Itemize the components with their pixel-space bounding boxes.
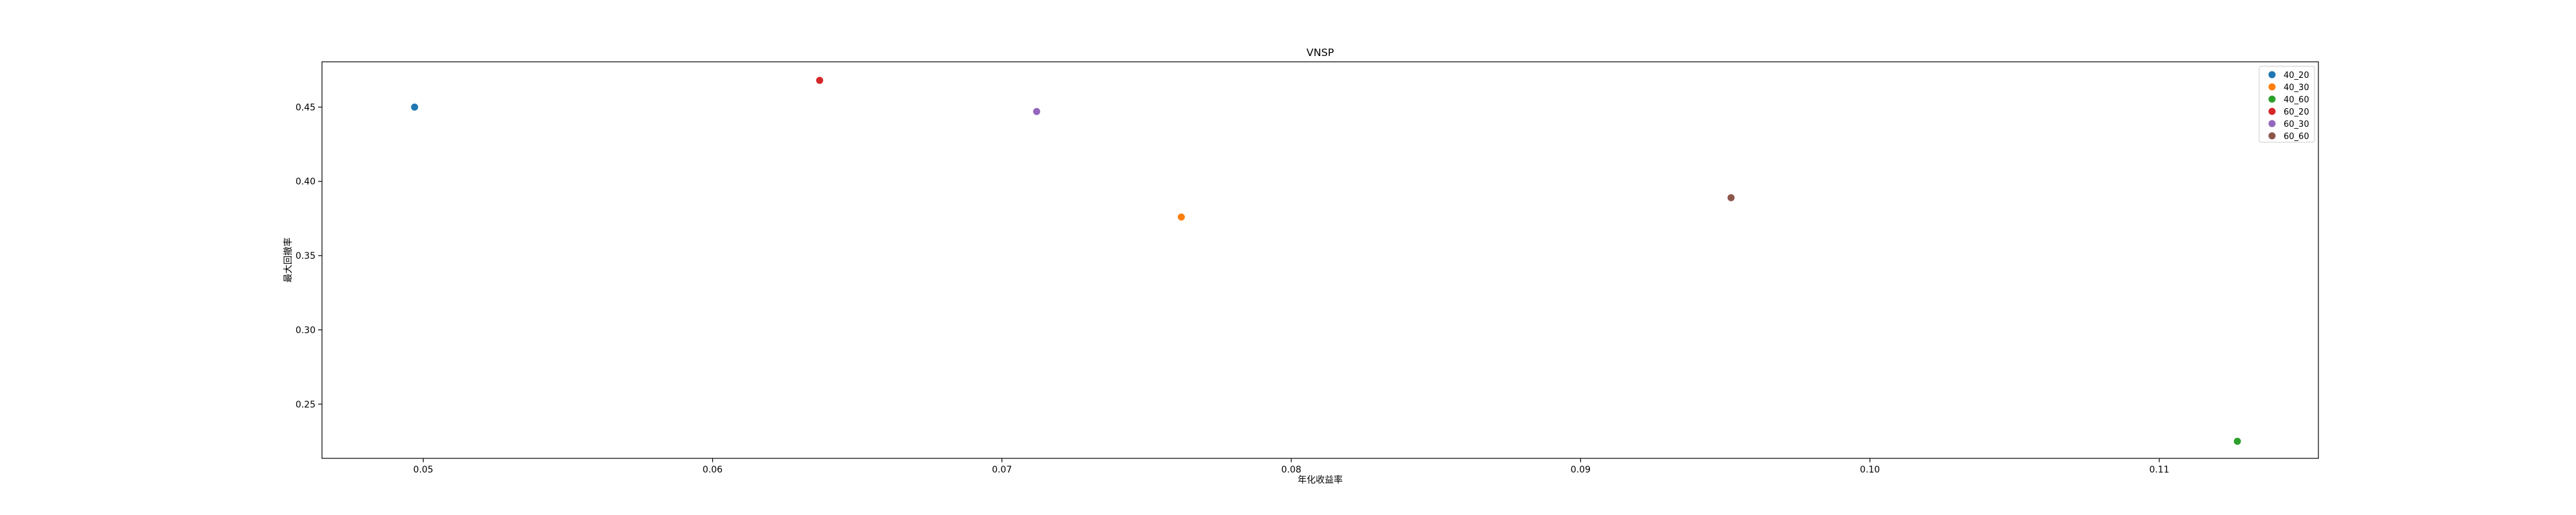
x-axis-ticks: 0.05 0.06 0.07 0.08 0.09 0.10 0.11	[413, 458, 2169, 475]
x-tick-label: 0.07	[992, 465, 1012, 475]
legend-marker-60_20	[2268, 108, 2276, 115]
y-tick-label: 0.45	[296, 102, 316, 113]
legend: 40_20 40_30 40_60 60_20 60_30 60_60	[2259, 66, 2315, 143]
data-points	[411, 77, 2241, 445]
legend-marker-40_30	[2268, 83, 2276, 91]
data-point-40_30	[1177, 213, 1185, 221]
y-tick-label: 0.35	[296, 251, 316, 261]
legend-marker-40_20	[2268, 71, 2276, 79]
data-point-60_30	[1033, 108, 1041, 115]
x-tick-label: 0.09	[1571, 465, 1591, 475]
x-tick-label: 0.05	[413, 465, 433, 475]
y-axis-label: 最大回撤率	[283, 238, 294, 283]
x-tick-label: 0.06	[703, 465, 723, 475]
legend-marker-60_60	[2268, 132, 2276, 140]
legend-label-40_60: 40_60	[2284, 95, 2309, 105]
y-tick-label: 0.40	[296, 177, 316, 187]
legend-label-40_20: 40_20	[2284, 71, 2309, 80]
data-point-40_20	[411, 103, 419, 111]
x-tick-label: 0.10	[1860, 465, 1880, 475]
x-tick-label: 0.08	[1281, 465, 1301, 475]
data-point-40_60	[2233, 437, 2241, 445]
data-point-60_60	[1727, 194, 1735, 201]
data-point-60_20	[816, 77, 824, 84]
y-tick-label: 0.30	[296, 325, 316, 335]
legend-label-60_60: 60_60	[2284, 132, 2309, 142]
legend-label-40_30: 40_30	[2284, 83, 2309, 93]
legend-label-60_20: 60_20	[2284, 108, 2309, 117]
legend-marker-40_60	[2268, 95, 2276, 103]
chart-title: VNSP	[1307, 46, 1334, 59]
x-axis-label: 年化收益率	[1298, 474, 1343, 485]
legend-label-60_30: 60_30	[2284, 120, 2309, 129]
x-tick-label: 0.11	[2149, 465, 2169, 475]
legend-marker-60_30	[2268, 120, 2276, 127]
y-axis-ticks: 0.25 0.30 0.35 0.40 0.45	[296, 102, 322, 410]
y-tick-label: 0.25	[296, 400, 316, 410]
plot-area	[321, 61, 2319, 459]
